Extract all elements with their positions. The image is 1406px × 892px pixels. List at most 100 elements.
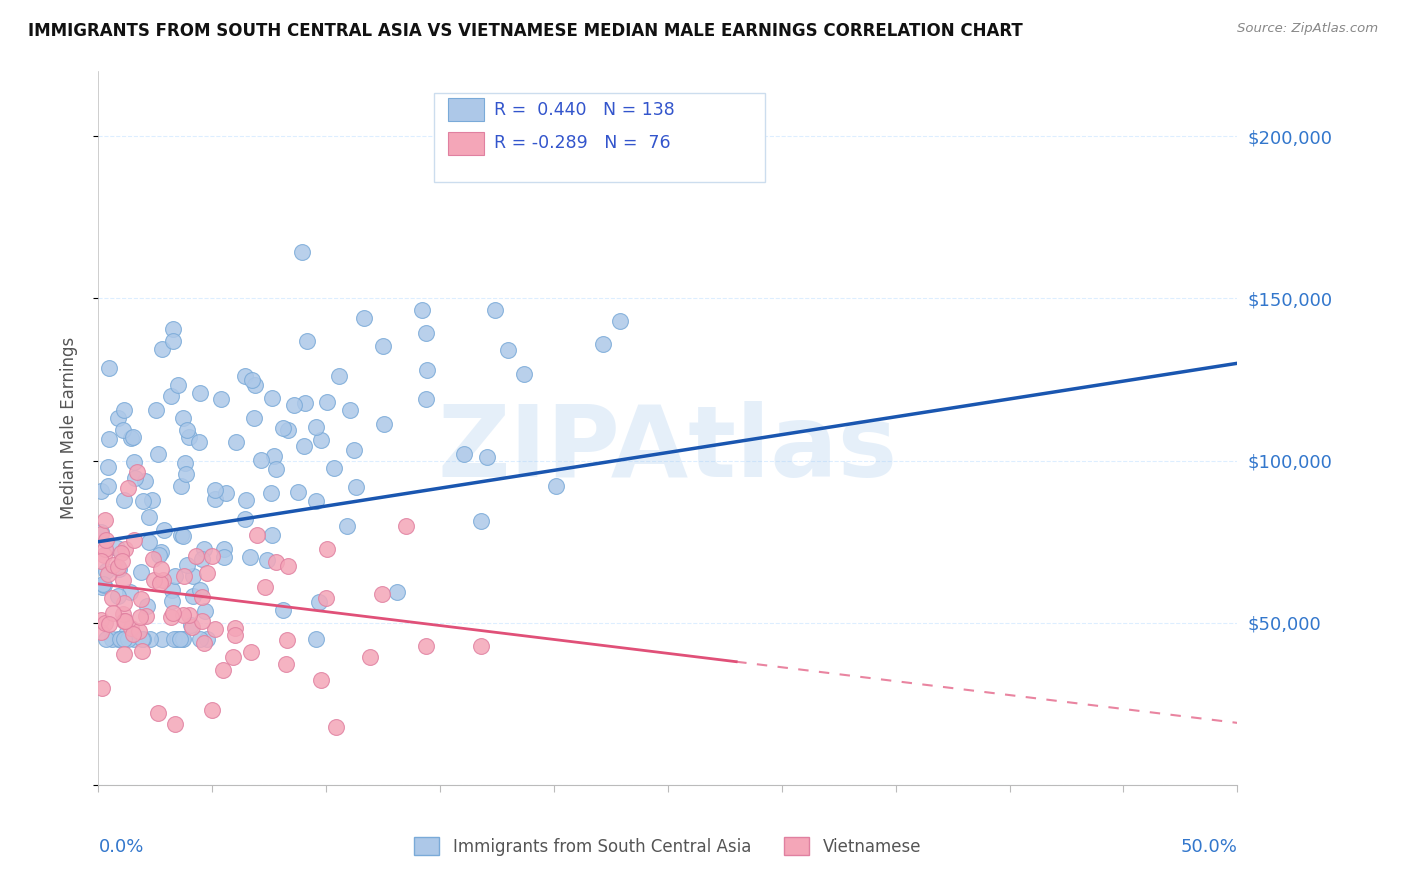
Point — [107, 561, 129, 575]
Text: ZIPAtlas: ZIPAtlas — [437, 401, 898, 498]
Point — [150, 342, 173, 356]
Point — [122, 632, 145, 646]
Point — [127, 465, 149, 479]
Point — [138, 510, 160, 524]
Point — [94, 533, 117, 548]
Point — [146, 447, 169, 461]
Point — [97, 617, 120, 632]
Point — [292, 439, 315, 453]
Point — [117, 632, 139, 646]
Point — [184, 549, 207, 563]
Point — [103, 558, 125, 572]
Text: R = -0.289   N =  76: R = -0.289 N = 76 — [494, 135, 671, 153]
Point — [222, 649, 245, 664]
Point — [263, 449, 285, 463]
Point — [191, 614, 214, 628]
Point — [112, 614, 135, 628]
Point — [136, 599, 159, 613]
Point — [90, 614, 112, 628]
Point — [128, 610, 150, 624]
Point — [118, 584, 141, 599]
Point — [305, 494, 328, 508]
Point — [294, 396, 316, 410]
FancyBboxPatch shape — [449, 98, 485, 121]
Point — [283, 398, 305, 412]
Point — [169, 479, 191, 493]
Point — [145, 403, 167, 417]
Point — [235, 512, 257, 526]
Point — [274, 657, 297, 672]
Point — [209, 392, 232, 407]
Y-axis label: Median Male Earnings: Median Male Earnings — [59, 337, 77, 519]
Point — [112, 632, 135, 646]
Point — [260, 391, 283, 405]
Text: 50.0%: 50.0% — [1181, 838, 1237, 856]
Point — [134, 474, 156, 488]
Legend: Immigrants from South Central Asia, Vietnamese: Immigrants from South Central Asia, Viet… — [408, 830, 928, 863]
Point — [98, 432, 121, 446]
Point — [112, 492, 135, 507]
Point — [163, 632, 186, 646]
Point — [291, 244, 314, 259]
Point — [470, 514, 492, 528]
Point — [162, 606, 184, 620]
Point — [105, 541, 128, 555]
Point — [90, 553, 112, 567]
Point — [246, 527, 269, 541]
Point — [176, 423, 198, 437]
Point — [146, 706, 169, 721]
Point — [373, 339, 395, 353]
Point — [201, 703, 224, 717]
Point — [191, 590, 214, 604]
Point — [162, 321, 184, 335]
Point — [264, 555, 287, 569]
Point — [240, 374, 263, 388]
Point — [107, 560, 129, 574]
Point — [395, 519, 418, 533]
Point — [546, 479, 568, 493]
Point — [181, 589, 204, 603]
Point — [475, 450, 498, 464]
Point — [225, 435, 247, 450]
Point — [325, 720, 347, 734]
Point — [153, 523, 176, 537]
Point — [131, 632, 153, 646]
Point — [122, 430, 145, 444]
Point — [173, 569, 195, 583]
Point — [90, 483, 112, 498]
Point — [120, 432, 142, 446]
Point — [235, 492, 257, 507]
Point — [128, 624, 150, 638]
Point — [112, 573, 135, 587]
Point — [183, 568, 205, 582]
Point — [160, 389, 183, 403]
Point — [250, 453, 273, 467]
Point — [238, 550, 260, 565]
Point — [415, 392, 437, 406]
Point — [176, 558, 198, 572]
Point — [138, 535, 160, 549]
FancyBboxPatch shape — [449, 132, 485, 155]
Point — [195, 566, 218, 580]
Point — [195, 632, 218, 646]
Point — [114, 614, 136, 628]
Point — [173, 456, 195, 470]
Point — [191, 552, 214, 566]
Point — [415, 326, 437, 340]
Point — [114, 541, 136, 556]
Point — [233, 368, 256, 383]
Point — [316, 542, 339, 557]
Point — [484, 302, 506, 317]
Point — [149, 575, 172, 590]
Point — [273, 603, 295, 617]
Point — [212, 663, 235, 677]
Point — [260, 528, 283, 542]
Point — [150, 632, 173, 646]
Point — [172, 632, 194, 646]
Point — [212, 549, 235, 564]
Point — [112, 403, 135, 417]
Point — [96, 564, 118, 578]
Point — [112, 607, 135, 621]
Text: Source: ZipAtlas.com: Source: ZipAtlas.com — [1237, 22, 1378, 36]
Point — [93, 549, 115, 563]
